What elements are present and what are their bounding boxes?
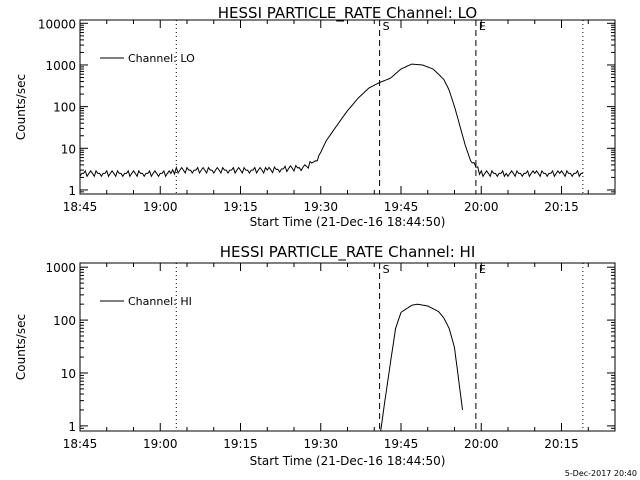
y-tick-label: 1000 [45, 59, 76, 73]
chart-hi: HESSI PARTICLE_RATE Channel: HI 18:45 19:0… [14, 243, 616, 468]
legend-label: Channel: LO [128, 52, 195, 65]
x-tick-label: 18:45 [63, 200, 98, 214]
y-tick-label: 10 [61, 142, 76, 156]
y-tick-label: 1 [68, 184, 76, 198]
x-tick-label: 20:00 [464, 437, 499, 451]
x-axis-label: Start Time (21-Dec-16 18:44:50) [250, 215, 446, 229]
footer-timestamp: 5-Dec-2017 20:40 [565, 469, 637, 478]
x-tick-label: 20:15 [544, 437, 579, 451]
x-tick-label: 19:30 [303, 437, 338, 451]
x-tick-label: 19:15 [223, 437, 258, 451]
y-axis-label: Counts/sec [14, 314, 28, 380]
chart-title: HESSI PARTICLE_RATE Channel: HI [220, 243, 476, 262]
x-tick-label: 19:45 [384, 200, 419, 214]
x-tick-label: 19:00 [143, 200, 178, 214]
x-tick-label: 19:45 [384, 437, 419, 451]
chart-lo: HESSI PARTICLE_RATE Channel: LO 18:45 19:0… [14, 4, 616, 229]
plot-frame [79, 262, 616, 432]
x-tick-label: 20:00 [464, 200, 499, 214]
x-tick-label: 19:15 [223, 200, 258, 214]
series-line [79, 63, 583, 178]
marker-label: S [383, 263, 390, 276]
y-tick-label: 100 [53, 314, 76, 328]
plot-frame [79, 19, 616, 195]
x-tick-label: 19:00 [143, 437, 178, 451]
series-line [380, 303, 463, 432]
y-tick-label: 10000 [38, 17, 76, 31]
y-tick-label: 100 [53, 101, 76, 115]
marker-label: S [383, 20, 390, 33]
x-axis-label: Start Time (21-Dec-16 18:44:50) [250, 454, 446, 468]
y-axis-label: Counts/sec [14, 74, 28, 140]
y-tick-label: 10 [61, 367, 76, 381]
y-tick-label: 1000 [45, 261, 76, 275]
x-tick-label: 18:45 [63, 437, 98, 451]
x-tick-label: 19:30 [303, 200, 338, 214]
legend-label: Channel: HI [128, 295, 192, 308]
marker-label: E [479, 263, 486, 276]
marker-label: E [479, 20, 486, 33]
y-tick-label: 1 [68, 420, 76, 434]
chart-title: HESSI PARTICLE_RATE Channel: LO [218, 4, 477, 23]
x-tick-label: 20:15 [544, 200, 579, 214]
